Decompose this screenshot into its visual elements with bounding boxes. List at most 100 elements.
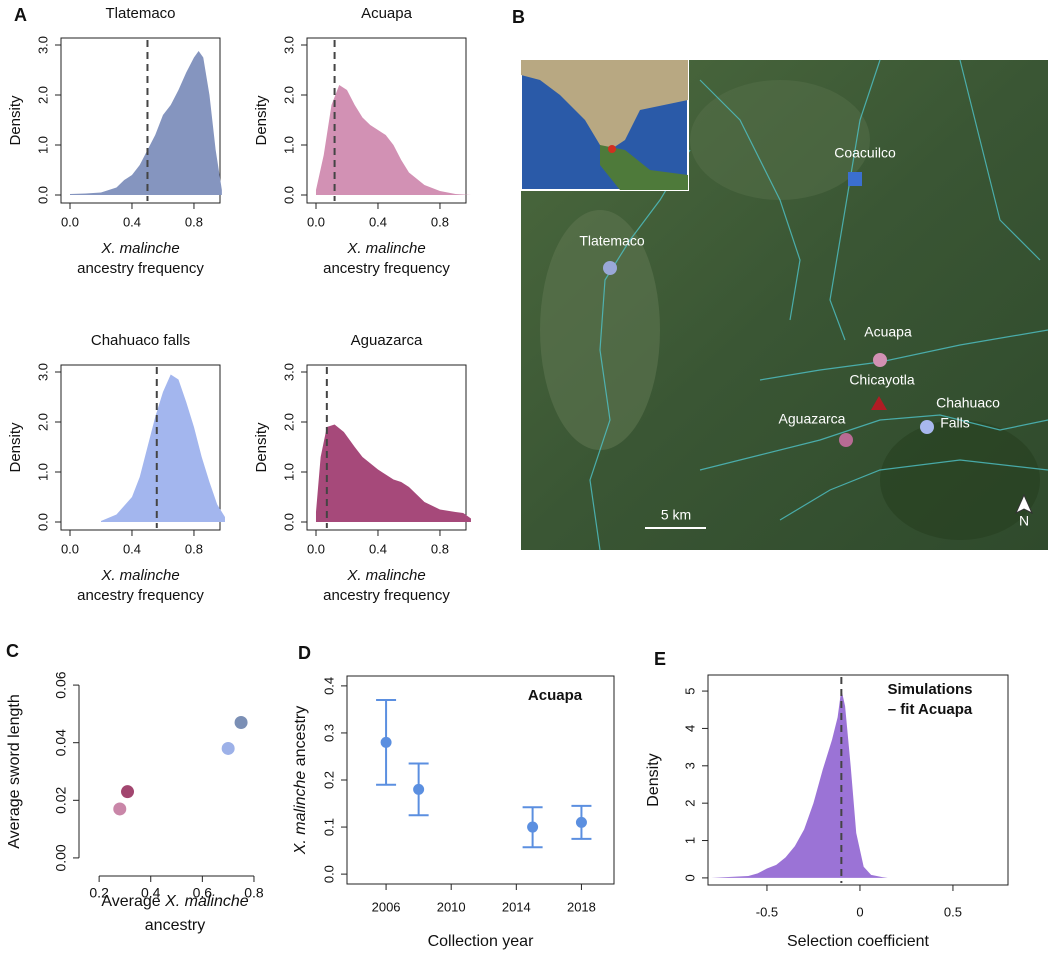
y-tick-label: 3: [682, 762, 697, 769]
point: [380, 736, 392, 748]
label-part: X. malinche: [346, 240, 425, 257]
label-part: ancestry: [292, 706, 309, 771]
chart-title: Tlatemaco: [105, 5, 175, 22]
x-axis-label: ancestry frequency: [323, 587, 450, 604]
chart-title: Aguazarca: [351, 332, 423, 349]
y-tick-label: 4: [682, 725, 697, 732]
x-axis-label: Collection year: [428, 933, 535, 950]
y-tick-label: 3.0: [35, 36, 50, 54]
x-axis-label: Average X. malinche: [101, 893, 248, 910]
x-tick-label: 0.8: [431, 214, 449, 229]
y-tick-label: 1.0: [35, 463, 50, 481]
river: [699, 79, 801, 321]
site-label: Coacuilco: [834, 145, 896, 161]
label-part: X. malinche: [164, 893, 249, 910]
label-part: Density: [7, 422, 24, 473]
label-part: Selection coefficient: [787, 933, 930, 950]
y-tick-label: 0.06: [53, 671, 69, 698]
y-tick-label: 0.1: [321, 818, 336, 836]
y-tick-label: 0.02: [53, 786, 69, 813]
x-tick-label: 0.2: [89, 885, 109, 901]
y-tick-label: 3.0: [281, 36, 296, 54]
y-tick-label: 0.4: [321, 677, 336, 695]
density-area: [100, 374, 225, 522]
site-marker: [839, 433, 853, 447]
point: [413, 783, 425, 795]
point: [234, 716, 248, 730]
label-part: X. malinche: [292, 771, 309, 856]
y-tick-label: 3.0: [281, 363, 296, 381]
y-tick-label: 2: [682, 800, 697, 807]
label-part: ancestry frequency: [323, 260, 450, 277]
y-tick-label: 2.0: [35, 413, 50, 431]
y-axis-label: Density: [253, 422, 270, 473]
river: [699, 414, 1049, 471]
panel-label: C: [6, 641, 19, 661]
x-axis-label: X. malinche: [100, 240, 179, 257]
x-tick-label: -0.5: [756, 904, 778, 919]
annotation: – fit Acuapa: [888, 701, 973, 718]
site-label: Chahuaco: [936, 395, 1000, 411]
point: [575, 816, 587, 828]
y-tick-label: 0.3: [321, 724, 336, 742]
y-axis-label: Density: [7, 95, 24, 146]
site-label: Aguazarca: [779, 411, 846, 427]
panel-label: D: [298, 643, 311, 663]
inset-land: [600, 145, 688, 190]
label-part: ancestry frequency: [77, 260, 204, 277]
map: Coacuilco Tlatemaco Acuapa Chicayotla Ag…: [520, 59, 1049, 551]
y-tick-label: 2.0: [281, 86, 296, 104]
site-label: Falls: [940, 415, 970, 431]
y-axis-label: Density: [253, 95, 270, 146]
river: [779, 459, 1049, 521]
x-tick-label: 0.0: [61, 214, 79, 229]
x-tick-label: 0.6: [193, 885, 213, 901]
x-tick-label: 0.4: [123, 214, 141, 229]
y-tick-label: 5: [682, 687, 697, 694]
chart-title: Acuapa: [361, 5, 413, 22]
label-part: X. malinche: [346, 567, 425, 584]
annotation: Acuapa: [528, 687, 583, 704]
x-tick-label: 2006: [372, 899, 401, 914]
label-part: X. malinche: [100, 240, 179, 257]
panel-label: E: [654, 649, 666, 669]
point: [121, 785, 135, 799]
site-label: Acuapa: [864, 324, 912, 340]
label-part: ancestry frequency: [323, 587, 450, 604]
x-tick-label: 0.4: [369, 541, 387, 556]
density-area: [315, 85, 471, 195]
x-axis-label: ancestry frequency: [77, 587, 204, 604]
site-label: Tlatemaco: [579, 233, 645, 249]
y-tick-label: 2.0: [281, 413, 296, 431]
x-tick-label: 0.8: [244, 885, 264, 901]
chart-title: Chahuaco falls: [91, 332, 190, 349]
x-axis-label: ancestry: [145, 917, 205, 934]
point: [113, 802, 127, 816]
river: [829, 59, 881, 341]
label-part: Collection year: [428, 933, 535, 950]
site-marker: [848, 172, 862, 186]
label-part: Average sword length: [6, 694, 23, 848]
x-axis-label: Selection coefficient: [787, 933, 930, 950]
inset-land: [521, 60, 688, 150]
y-tick-label: 0.0: [35, 186, 50, 204]
y-tick-label: 0.2: [321, 771, 336, 789]
label-part: ancestry frequency: [77, 587, 204, 604]
label-part: Density: [253, 95, 270, 146]
north-arrow: [1014, 493, 1034, 515]
site-marker: [873, 353, 887, 367]
label-part: X. malinche: [100, 567, 179, 584]
x-tick-label: 0.8: [431, 541, 449, 556]
y-tick-label: 3.0: [35, 363, 50, 381]
x-tick-label: 0.8: [185, 214, 203, 229]
scale-label: 5 km: [661, 507, 691, 523]
y-axis-label: Density: [645, 753, 662, 806]
label-part: ancestry: [145, 917, 205, 934]
x-axis-label: X. malinche: [346, 567, 425, 584]
river: [589, 149, 691, 551]
terrain-patch: [540, 210, 660, 450]
x-tick-label: 0.8: [185, 541, 203, 556]
y-tick-label: 2.0: [35, 86, 50, 104]
y-axis-label: Average sword length: [6, 694, 23, 848]
y-axis-label: X. malinche ancestry: [292, 706, 309, 856]
